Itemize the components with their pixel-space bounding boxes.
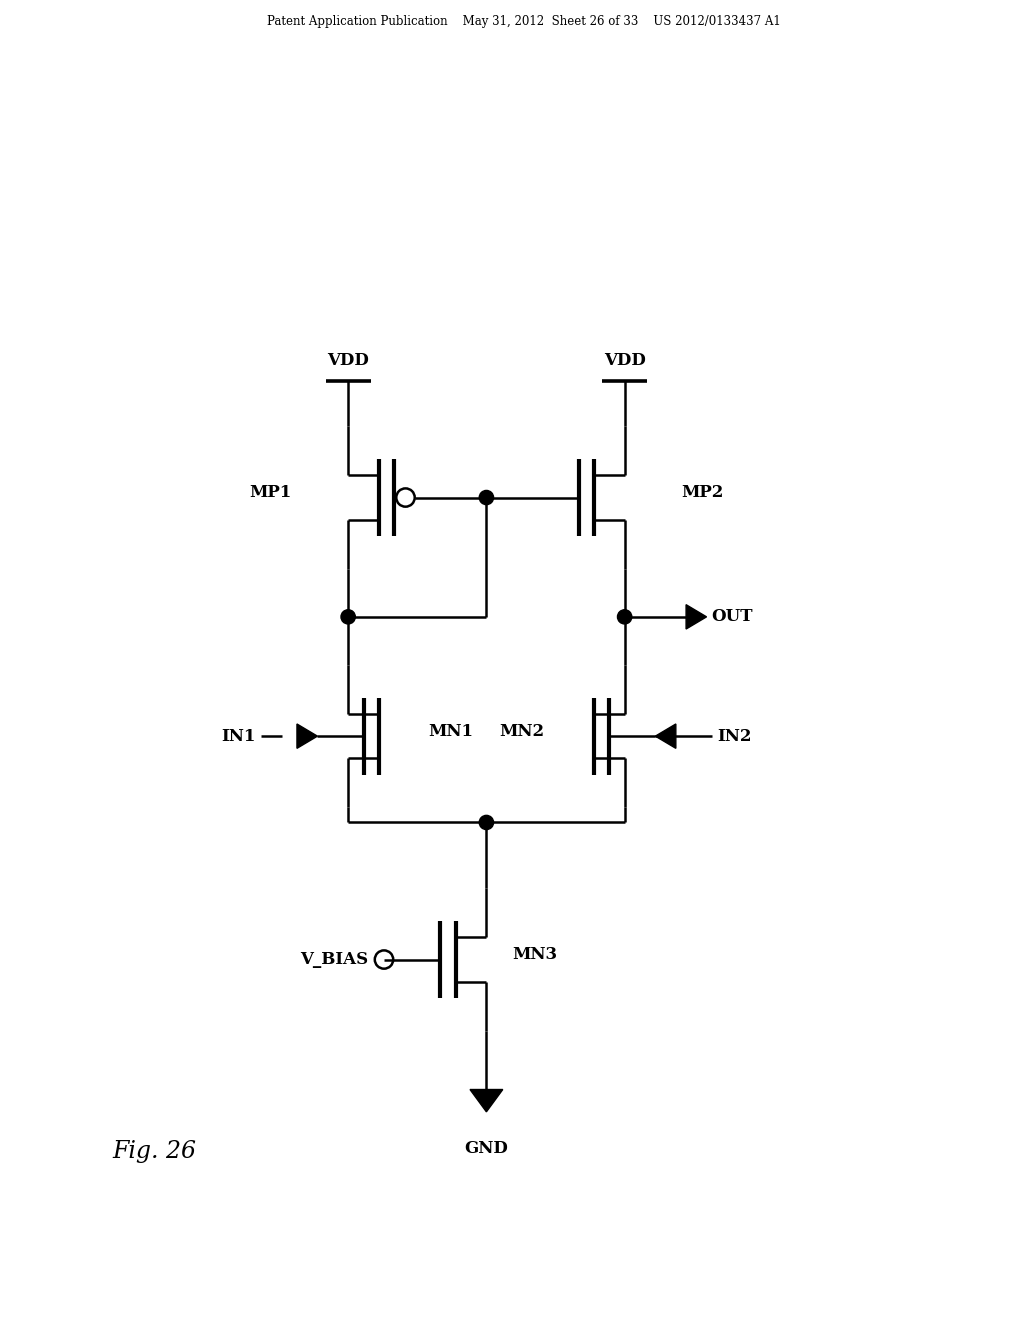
Circle shape <box>341 610 355 624</box>
Polygon shape <box>470 1089 503 1111</box>
Polygon shape <box>297 723 317 748</box>
Text: Fig. 26: Fig. 26 <box>113 1139 197 1163</box>
Text: MP1: MP1 <box>250 484 292 502</box>
Text: VDD: VDD <box>328 351 369 368</box>
Circle shape <box>479 816 494 829</box>
Text: IN1: IN1 <box>221 727 256 744</box>
Text: MN2: MN2 <box>500 722 545 739</box>
Text: OUT: OUT <box>712 609 754 626</box>
Polygon shape <box>686 605 707 630</box>
Text: MN1: MN1 <box>428 722 473 739</box>
Text: V_BIAS: V_BIAS <box>300 950 369 968</box>
Polygon shape <box>655 723 676 748</box>
Text: MP2: MP2 <box>681 484 723 502</box>
Circle shape <box>617 610 632 624</box>
Text: GND: GND <box>465 1140 508 1158</box>
Text: Patent Application Publication    May 31, 2012  Sheet 26 of 33    US 2012/013343: Patent Application Publication May 31, 2… <box>267 16 781 28</box>
Text: VDD: VDD <box>604 351 645 368</box>
Circle shape <box>479 491 494 504</box>
Text: IN2: IN2 <box>717 727 752 744</box>
Text: MN3: MN3 <box>512 946 557 964</box>
